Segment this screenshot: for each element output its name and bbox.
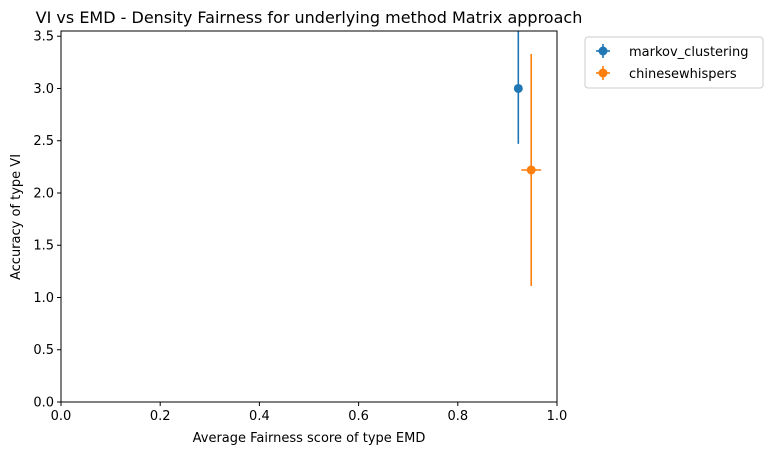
y-axis: 0.0 0.5 1.0 1.5 2.0 2.5 3.0 3.5 [33,30,61,411]
legend-label: markov_clustering [629,45,749,60]
x-axis: 0.0 0.2 0.4 0.6 0.8 1.0 [51,402,568,424]
legend-box [584,36,764,89]
y-tick-label: 1.5 [33,239,54,254]
legend-marker [598,46,608,56]
data-point [526,165,536,175]
axes-frame [60,30,558,403]
data-point [513,83,523,93]
y-tick-label: 1.0 [33,291,54,306]
series-layer [513,31,542,286]
x-tick-label: 0.4 [249,409,270,424]
y-tick-label: 3.0 [33,82,54,97]
plot-area [60,30,558,403]
legend: markov_clustering chinesewhispers [584,36,764,89]
legend-marker [598,68,608,78]
legend-item: chinesewhispers [596,66,737,82]
y-tick-label: 2.5 [33,134,54,149]
y-tick-label: 3.5 [33,30,54,45]
x-tick-label: 0.6 [348,409,369,424]
x-tick-label: 0.2 [150,409,171,424]
series-chinesewhispers [521,53,542,286]
chart-title: VI vs EMD - Density Fairness for underly… [36,8,583,27]
x-tick-label: 1.0 [547,409,568,424]
x-tick-label: 0.8 [447,409,468,424]
legend-item: markov_clustering [596,44,749,60]
y-axis-label: Accuracy of type VI [9,154,24,280]
series-markov_clustering [513,31,523,144]
y-tick-label: 0.5 [33,343,54,358]
y-tick-label: 2.0 [33,186,54,201]
y-tick-label: 0.0 [33,396,54,411]
legend-label: chinesewhispers [629,67,737,82]
x-tick-label: 0.0 [51,409,72,424]
x-axis-label: Average Fairness score of type EMD [193,431,426,446]
